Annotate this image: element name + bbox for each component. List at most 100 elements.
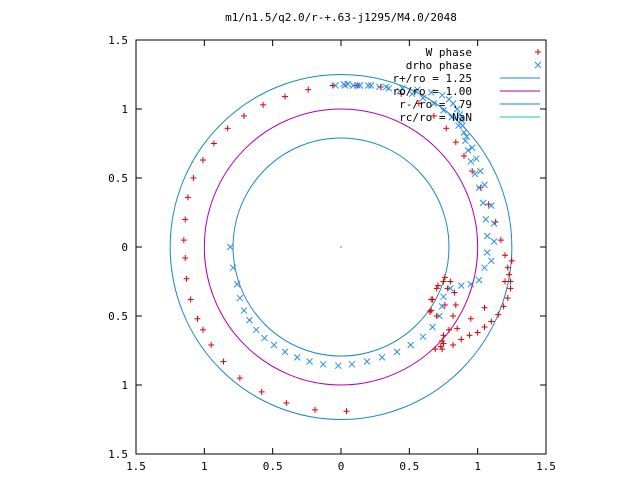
w-phase-point [452, 139, 459, 146]
marker-d2 [246, 316, 253, 324]
legend-label: rc/ro = NaN [399, 111, 472, 124]
marker-d2 [348, 360, 356, 368]
drho-phase-point [448, 113, 456, 121]
marker-d2 [396, 87, 404, 95]
marker-d2 [363, 358, 371, 365]
marker-d2 [456, 111, 464, 118]
marker-d2 [281, 348, 289, 356]
w-phase-point [445, 326, 452, 333]
marker-d2 [332, 82, 339, 89]
drho-phase-point [467, 158, 475, 165]
w-phase-point [199, 326, 206, 333]
w-phase-point [458, 336, 465, 343]
y-tick-label: 0 [121, 241, 128, 254]
marker-d2 [427, 89, 435, 96]
w-phase-point [467, 315, 474, 322]
marker-d2 [229, 264, 237, 272]
w-phase-point [190, 175, 197, 181]
w-phase-point [461, 152, 467, 159]
w-phase-point [415, 100, 422, 107]
marker-d2 [393, 348, 401, 356]
x-tick-label: 0 [338, 460, 345, 473]
marker-d2 [414, 86, 421, 94]
w-phase-point [258, 388, 265, 395]
drho-phase-point [482, 216, 490, 223]
w-phase-point [474, 329, 481, 336]
drho-phase-point [427, 89, 435, 96]
drho-phase-point [407, 341, 415, 349]
marker-d2 [455, 122, 462, 129]
marker-d2 [233, 280, 241, 288]
marker-d2 [408, 90, 416, 98]
w-phase-point [430, 112, 437, 119]
legend-marker [534, 61, 542, 69]
marker-d2 [481, 264, 488, 272]
drho-phase-point [393, 348, 401, 356]
marker-d2 [270, 341, 278, 349]
radius-circle [232, 137, 450, 357]
marker-d2 [471, 170, 479, 178]
drho-phase-point [490, 220, 498, 227]
marker-d2 [438, 302, 446, 310]
marker-d2 [457, 116, 465, 124]
drho-phase-point [490, 238, 498, 245]
drho-phase-point [281, 348, 289, 356]
marker-d2 [385, 84, 393, 92]
axes: 1.5 1 0.5 0 0.5 1 1.51.510.500.511.5 [108, 34, 556, 473]
drho-phase-point [363, 358, 371, 365]
drho-phase-point [408, 90, 416, 98]
w-phase-point [260, 101, 267, 108]
drho-phase-point [468, 144, 476, 151]
marker-d2 [463, 133, 471, 140]
drho-phase-point [464, 147, 472, 154]
drho-phase-point [438, 302, 446, 310]
marker-d2 [236, 294, 244, 302]
marker-d2 [440, 107, 447, 114]
marker-d2 [429, 323, 436, 331]
marker-d2 [483, 232, 491, 240]
w-phase-point [454, 325, 461, 332]
drho-phase-point [236, 294, 244, 302]
w-phase-point [495, 311, 502, 318]
legend-label: r-/ro = .79 [399, 98, 472, 111]
drho-phase-point [293, 354, 301, 361]
drho-phase-point [475, 184, 483, 192]
drho-phase-point [460, 129, 468, 136]
drho-phase-point [340, 80, 348, 88]
marker-d2 [445, 95, 453, 103]
drho-phase-point [463, 133, 471, 140]
drho-phase-point [334, 362, 342, 370]
drho-phase-point [453, 105, 461, 113]
w-phase-point [281, 93, 288, 100]
w-phase-point [451, 289, 458, 296]
chart-title: m1/n1.5/q2.0/r-+.63-j1295/M4.0/2048 [225, 11, 457, 24]
w-phase-point [507, 278, 514, 285]
marker-d2 [453, 105, 461, 113]
w-phase-point [435, 282, 442, 289]
w-phase-point [466, 332, 473, 339]
marker-d2 [464, 147, 472, 154]
marker-d2 [334, 362, 342, 370]
marker-d2 [419, 333, 427, 341]
marker-d2 [261, 334, 268, 342]
drho-phase-point [462, 137, 469, 145]
radius-circle [203, 108, 479, 386]
marker-d2 [460, 129, 468, 136]
marker-d2 [482, 216, 490, 223]
w-phase-point [377, 83, 384, 90]
drho-phase-point [481, 181, 488, 189]
w-phase-point [502, 252, 508, 259]
drho-phase-point [438, 91, 446, 99]
drho-phase-point [471, 170, 479, 178]
w-phase-point [452, 301, 459, 308]
drho-phase-point [375, 83, 383, 91]
drho-phase-point [385, 84, 393, 92]
w-phase-point [504, 264, 511, 271]
marker-d2 [438, 91, 446, 99]
marker-d2 [375, 83, 383, 91]
w-phase-point [433, 313, 440, 319]
marker-d2 [364, 82, 372, 89]
marker-d2 [481, 181, 488, 189]
radius-circle [169, 74, 513, 420]
